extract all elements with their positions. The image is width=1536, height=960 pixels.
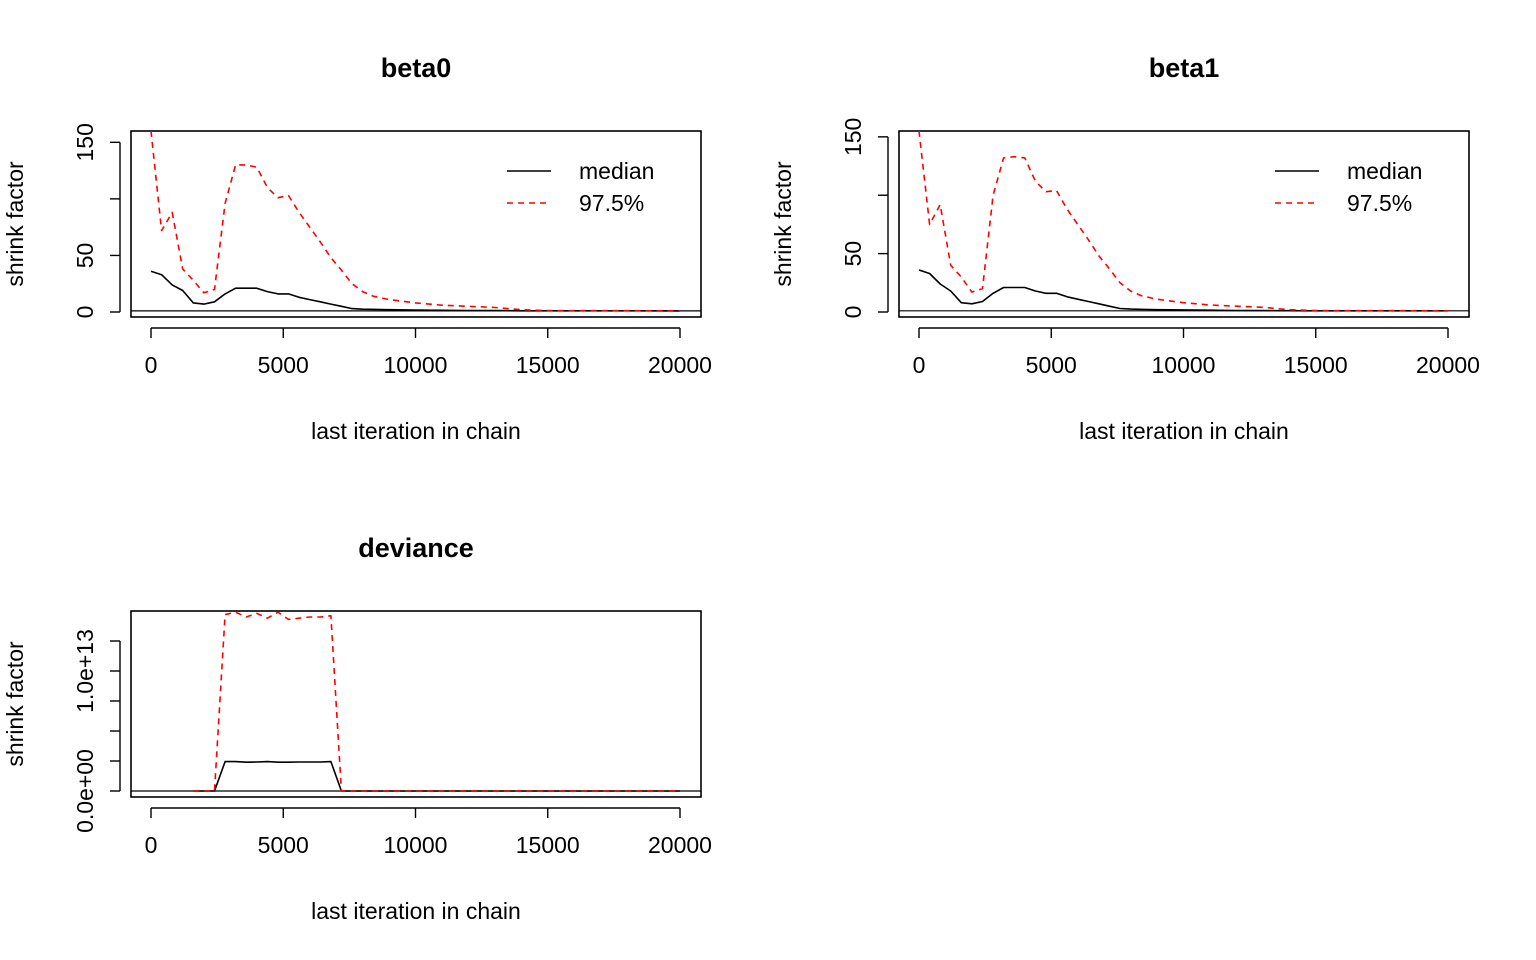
x-tick-label: 10000 <box>384 832 448 858</box>
legend-label: 97.5% <box>579 190 644 216</box>
series-line-median <box>150 270 681 312</box>
plot-frame <box>130 130 702 318</box>
x-tick-label: 5000 <box>1026 352 1077 378</box>
y-tick-label: 1.0e+13 <box>72 629 98 713</box>
x-tick-label: 15000 <box>516 352 580 378</box>
y-axis-label: shrink factor <box>2 161 28 287</box>
panel-beta1: beta1 0 5000 10000 15000 20000 last iteration … <box>770 53 1480 444</box>
plot-title: deviance <box>358 533 474 563</box>
y-tick-label: 50 <box>840 241 866 267</box>
y-tick-label: 0 <box>72 306 98 319</box>
x-tick-label: 15000 <box>1284 352 1348 378</box>
y-tick-label: 0.0e+00 <box>72 749 98 833</box>
series-line-median <box>193 760 680 792</box>
x-tick-label: 15000 <box>516 832 580 858</box>
y-tick-label: 50 <box>72 243 98 269</box>
x-axis-label: last iteration in chain <box>1079 418 1289 444</box>
x-tick-label: 0 <box>145 832 158 858</box>
y-tick-label: 0 <box>840 306 866 319</box>
legend-label: median <box>579 158 654 184</box>
x-tick-label: 20000 <box>648 832 712 858</box>
legend-label: 97.5% <box>1347 190 1412 216</box>
series-line-median <box>918 269 1448 312</box>
x-tick-label: 5000 <box>258 832 309 858</box>
x-tick-label: 5000 <box>258 352 309 378</box>
panel-deviance: deviance 0 5000 10000 15000 20000 last iterati… <box>2 533 712 924</box>
x-tick-label: 10000 <box>384 352 448 378</box>
x-axis-label: last iteration in chain <box>311 418 521 444</box>
series-line-upper <box>918 130 1449 312</box>
x-tick-label: 0 <box>145 352 158 378</box>
x-axis-label: last iteration in chain <box>311 898 521 924</box>
x-tick-label: 20000 <box>1416 352 1480 378</box>
plot-title: beta1 <box>1149 53 1220 83</box>
series-line-upper <box>193 611 680 792</box>
plot-frame <box>898 130 1470 318</box>
y-tick-label: 150 <box>840 118 866 156</box>
x-tick-label: 20000 <box>648 352 712 378</box>
x-tick-label: 0 <box>913 352 926 378</box>
plot-frame <box>130 610 702 798</box>
y-axis-label: shrink factor <box>770 161 796 287</box>
y-axis-label: shrink factor <box>2 641 28 767</box>
x-tick-label: 10000 <box>1152 352 1216 378</box>
plot-title: beta0 <box>381 53 452 83</box>
panel-beta0: beta0 0 5000 10000 15000 20000 last iteration … <box>2 53 712 444</box>
y-tick-label: 150 <box>72 123 98 161</box>
legend-label: median <box>1347 158 1422 184</box>
